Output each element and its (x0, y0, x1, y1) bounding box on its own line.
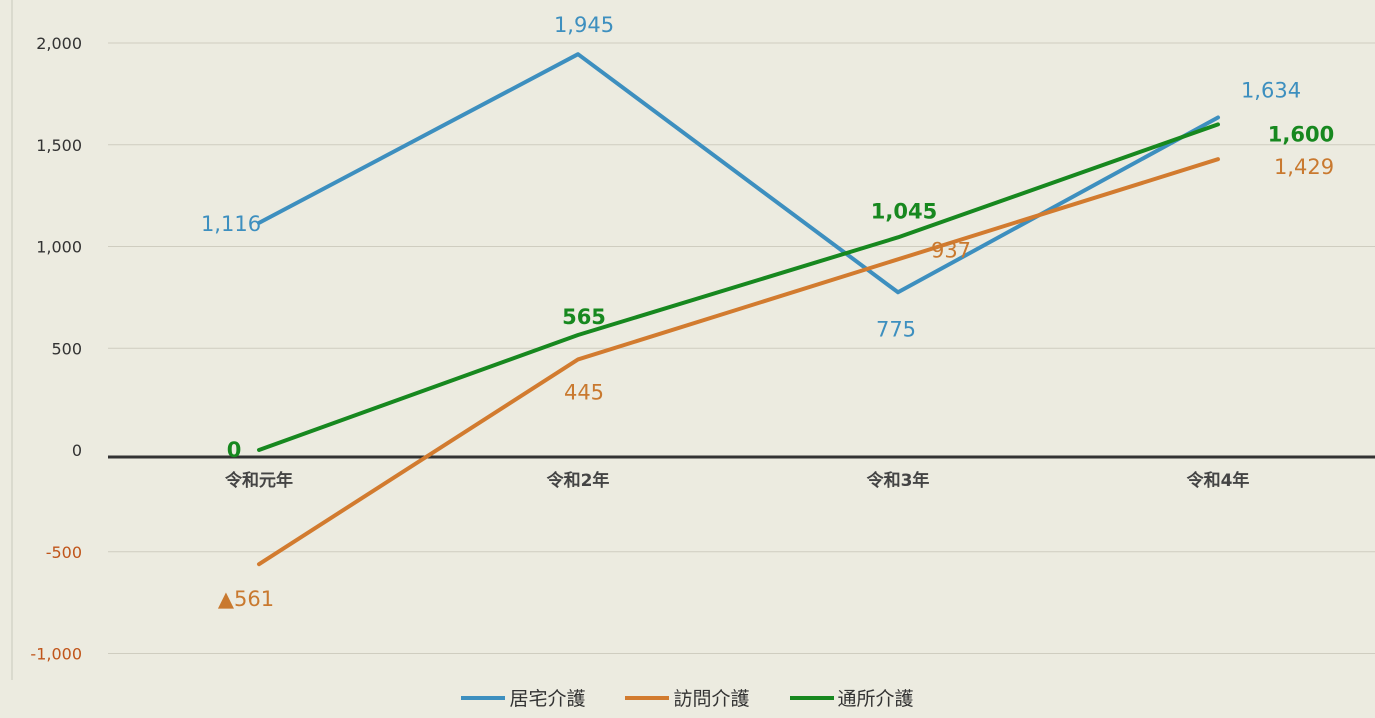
legend-swatch-houmon (625, 695, 670, 700)
x-tick-label: 令和4年 (1187, 470, 1250, 491)
data-label: 937 (931, 238, 971, 262)
data-label: 445 (564, 380, 604, 404)
legend-swatch-kyotaku (461, 695, 506, 700)
series-line-1 (257, 157, 1220, 567)
legend-item-kyotaku: 居宅介護 (461, 684, 585, 711)
legend-item-houmon: 訪問介護 (625, 684, 750, 711)
data-label: 1,634 (1241, 78, 1301, 102)
legend: 居宅介護 訪問介護 通所介護 (0, 684, 1375, 711)
y-tick-label: -1,000 (30, 645, 82, 664)
legend-label-kyotaku: 居宅介護 (509, 688, 586, 710)
data-label: 1,116 (201, 212, 261, 236)
data-label: 1,945 (554, 13, 614, 37)
x-tick-label: 令和2年 (547, 470, 610, 491)
line-chart-plot: 2,000 1,500 1,000 500 0 -500 -1,000 令和元年 令和2年 令和3… (11, 0, 1375, 680)
legend-item-tsusho: 通所介護 (789, 684, 914, 711)
data-label: 1,600 (1268, 122, 1334, 146)
y-tick-label: 500 (51, 339, 82, 358)
series-line-2 (257, 122, 1220, 452)
data-label: 775 (876, 317, 916, 341)
legend-swatch-tsusho (789, 695, 834, 700)
data-label: 1,045 (871, 199, 937, 223)
data-label: 565 (562, 305, 606, 329)
series-line-0 (257, 52, 1220, 295)
y-tick-label: 1,000 (36, 238, 82, 257)
y-tick-label: 0 (72, 441, 82, 460)
y-tick-label: 2,000 (36, 34, 82, 53)
data-label: ▲561 (218, 587, 274, 611)
data-label: 1,429 (1274, 155, 1334, 179)
y-tick-label: 1,500 (36, 136, 82, 155)
y-tick-label: -500 (46, 543, 82, 562)
legend-label-houmon: 訪問介護 (673, 688, 750, 710)
legend-label-tsusho: 通所介護 (837, 688, 914, 710)
x-tick-label: 令和3年 (867, 470, 930, 491)
x-tick-label: 令和元年 (225, 470, 293, 491)
data-label: 0 (227, 438, 242, 462)
